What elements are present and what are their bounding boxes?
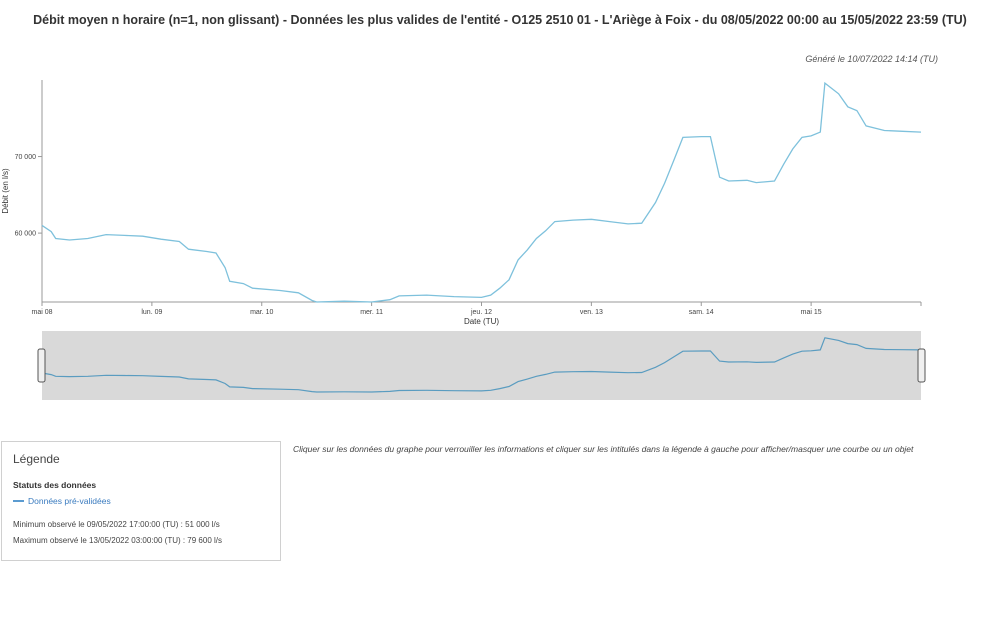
x-tick-label: mai 15 <box>801 309 822 316</box>
legend-swatch <box>13 500 24 502</box>
y-ticks: 60 000 70 000 <box>15 154 42 238</box>
legend-panel: Légende Statuts des données Données pré-… <box>1 441 281 561</box>
navigator-right-handle[interactable] <box>917 348 926 383</box>
x-axis-title: Date (TU) <box>464 317 499 326</box>
x-tick-label: jeu. 12 <box>470 309 492 316</box>
y-tick-label: 60 000 <box>15 231 37 238</box>
page-title: Débit moyen n horaire (n=1, non glissant… <box>33 13 967 27</box>
x-ticks: mai 08 lun. 09 mar. 10 mer. 11 jeu. 12 ven. 1… <box>31 302 922 316</box>
navigator[interactable] <box>37 331 926 400</box>
x-tick-label: sam. 14 <box>689 309 714 316</box>
generated-timestamp: Généré le 10/07/2022 14:14 (TU) <box>805 54 938 64</box>
series-line-pre-validated[interactable] <box>41 81 922 303</box>
legend-item-label: Données pré-validées <box>28 496 111 506</box>
hydrograph-chart[interactable]: 60 000 70 000 mai 08 lun. 09 mar. 10 mer. 11… <box>0 0 1000 420</box>
navigator-left-handle[interactable] <box>37 348 46 383</box>
help-text: Cliquer sur les données du graphe pour v… <box>293 444 914 454</box>
navigator-series-line <box>41 337 922 393</box>
x-tick-label: ven. 13 <box>580 309 603 316</box>
legend-item-pre-validated[interactable]: Données pré-validées <box>13 496 111 506</box>
y-tick-label: 70 000 <box>15 154 37 161</box>
x-tick-label: mer. 11 <box>360 309 383 316</box>
navigator-range-area[interactable] <box>42 331 921 400</box>
y-axis-title: Débit (en l/s) <box>1 168 10 214</box>
x-tick-label: lun. 09 <box>141 309 162 316</box>
legend-minimum-text: Minimum observé le 09/05/2022 17:00:00 (… <box>13 520 220 529</box>
x-tick-label: mar. 10 <box>250 309 273 316</box>
legend-section-title: Statuts des données <box>13 480 97 490</box>
legend-maximum-text: Maximum observé le 13/05/2022 03:00:00 (… <box>13 536 222 545</box>
main-plot-area[interactable]: 60 000 70 000 mai 08 lun. 09 mar. 10 mer. 11… <box>1 80 922 326</box>
x-tick-label: mai 08 <box>31 309 52 316</box>
legend-title: Légende <box>13 452 60 466</box>
